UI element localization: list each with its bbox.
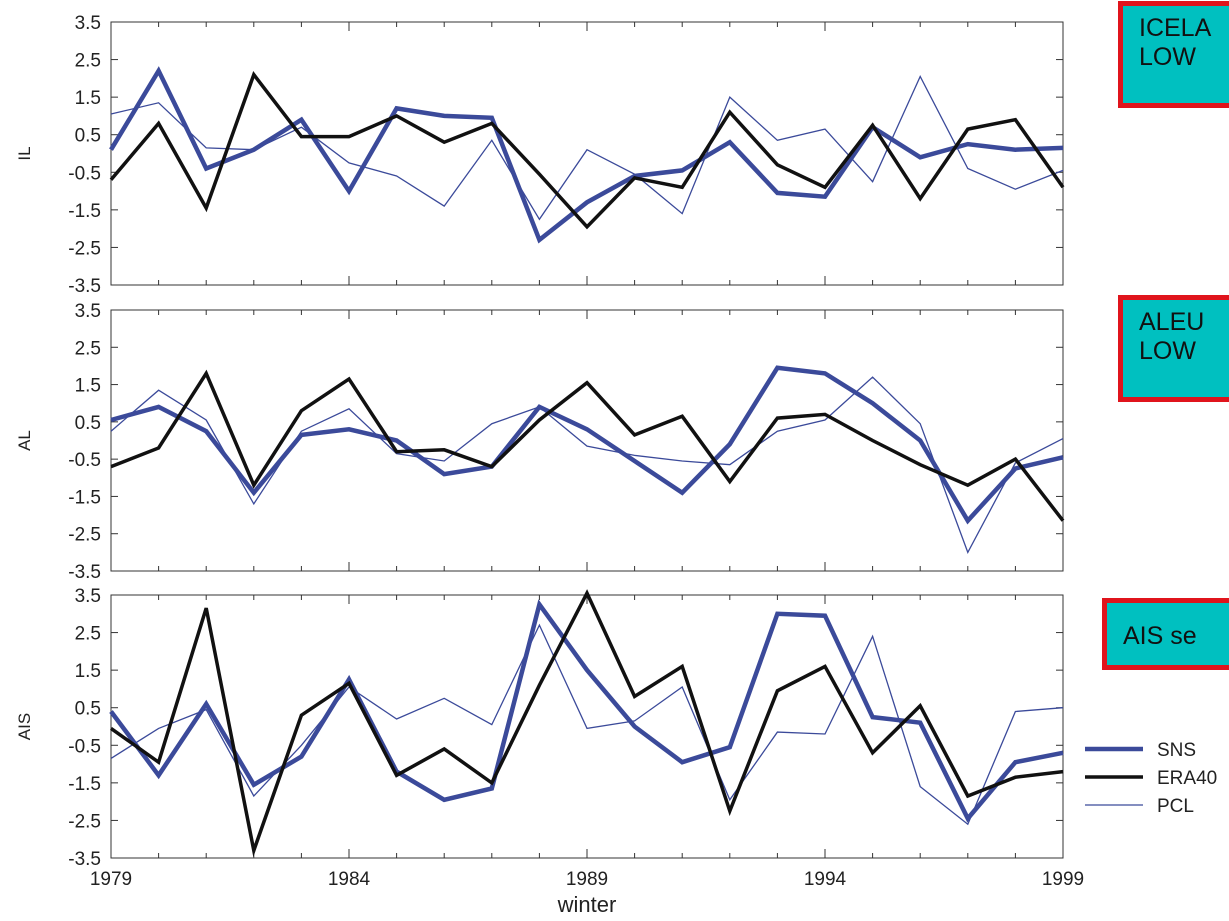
y-tick-label: 2.5 xyxy=(75,624,101,645)
y-axis-label: AL xyxy=(15,430,34,451)
y-tick-label: 2.5 xyxy=(75,51,101,72)
panel-top: 3.5 2.5 1.5 0.5 -0.5 -1.5 -2.5 -3.5 IL xyxy=(15,13,1065,297)
legend-label-sns: SNS xyxy=(1157,740,1196,761)
y-tick-label: -0.5 xyxy=(68,450,101,471)
callout-ais: AIS se xyxy=(1102,598,1229,670)
y-tick-label: 1.5 xyxy=(75,376,101,397)
y-tick-label: 0.5 xyxy=(75,699,101,720)
y-tick-label: -1.5 xyxy=(68,201,101,222)
series-line-era40 xyxy=(110,369,1065,522)
series-line-pcl xyxy=(110,376,1064,554)
y-tick-label: -3.5 xyxy=(68,849,101,870)
x-tick-label: 1979 xyxy=(90,869,132,890)
x-tick-label: 1984 xyxy=(328,869,371,890)
y-tick-label: 1.5 xyxy=(75,661,101,682)
x-tick-label: 1999 xyxy=(1042,869,1084,890)
y-tick-label: 1.5 xyxy=(75,88,101,109)
y-tick-label: -2.5 xyxy=(68,811,101,832)
series-line-pcl xyxy=(110,623,1064,826)
x-tick-label: 1989 xyxy=(566,869,608,890)
series-line-sns xyxy=(109,66,1064,244)
y-axis-label: IL xyxy=(15,146,34,160)
y-tick-label: -1.5 xyxy=(68,774,101,795)
y-tick-label: -1.5 xyxy=(68,487,101,508)
legend-label-pcl: PCL xyxy=(1157,796,1194,817)
y-tick-label: 3.5 xyxy=(75,13,101,34)
y-tick-label: -3.5 xyxy=(68,276,101,297)
x-axis-label: winter xyxy=(557,892,617,917)
panel-middle: 3.5 2.5 1.5 0.5 -0.5 -1.5 -2.5 -3.5 AL xyxy=(15,301,1065,583)
y-tick-label: 0.5 xyxy=(75,126,101,147)
series-line-sns xyxy=(110,365,1064,525)
y-tick-label: 3.5 xyxy=(75,301,101,322)
y-tick-label: -0.5 xyxy=(68,736,101,757)
series-line-era40 xyxy=(109,70,1065,230)
y-tick-label: -2.5 xyxy=(68,238,101,259)
series-line-era40 xyxy=(109,589,1064,858)
callout-icelandic-low: ICELA LOW xyxy=(1118,1,1229,108)
y-tick-label: 2.5 xyxy=(75,338,101,359)
plot-frame xyxy=(110,21,1064,286)
legend-label-era40: ERA40 xyxy=(1157,768,1217,789)
callout-aleutian-low: ALEU LOW xyxy=(1118,295,1229,402)
legend: SNS ERA40 PCL xyxy=(1085,740,1217,817)
y-tick-label: -2.5 xyxy=(68,525,101,546)
y-tick-label: -3.5 xyxy=(68,562,101,583)
y-tick-label: 0.5 xyxy=(75,413,101,434)
y-tick-label: -0.5 xyxy=(68,163,101,184)
y-tick-label: 3.5 xyxy=(75,586,101,607)
y-axis-label: AIS xyxy=(15,713,34,740)
x-tick-label: 1994 xyxy=(804,869,847,890)
